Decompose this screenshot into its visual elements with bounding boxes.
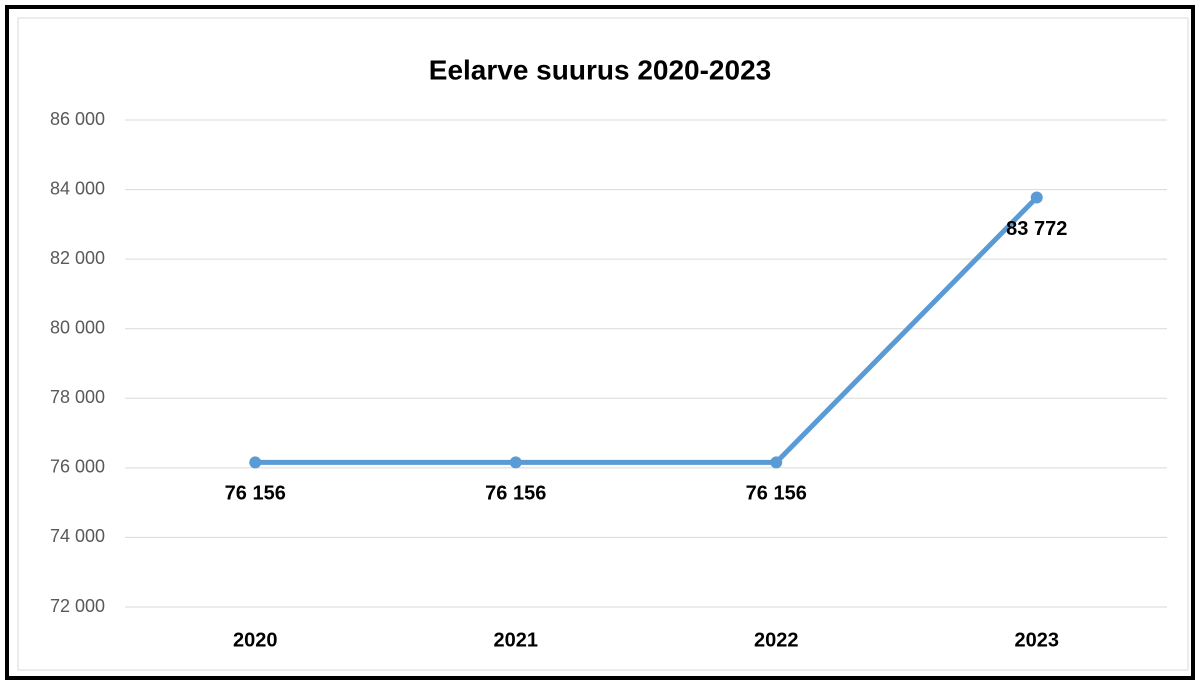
point: [509, 456, 522, 469]
x-tick-label: 2023: [1015, 629, 1060, 651]
y-tick-label: 82 000: [50, 248, 105, 268]
line: [255, 195, 1039, 465]
x-tick-label: 2020: [233, 629, 278, 651]
y-tick-label: 86 000: [50, 109, 105, 129]
y-tick-label: 80 000: [50, 317, 105, 337]
point: [1030, 191, 1043, 204]
chart-title: Eelarve suurus 2020-2023: [429, 54, 771, 85]
y-tick-label: 74 000: [50, 526, 105, 546]
data-label: 76 156: [746, 483, 807, 505]
data-label: 76 156: [225, 483, 286, 505]
point: [249, 456, 262, 469]
x-tick-label: 2021: [494, 629, 539, 651]
point: [770, 456, 783, 469]
x-tick-label: 2022: [754, 629, 799, 651]
data-label: 76 156: [485, 483, 546, 505]
chart-frame: [17, 17, 1189, 671]
y-tick-label: 76 000: [50, 457, 105, 477]
y-tick-label: 78 000: [50, 387, 105, 407]
y-tick-label: 72 000: [50, 596, 105, 616]
data-label: 83 772: [1006, 218, 1067, 240]
y-tick-label: 84 000: [50, 178, 105, 198]
